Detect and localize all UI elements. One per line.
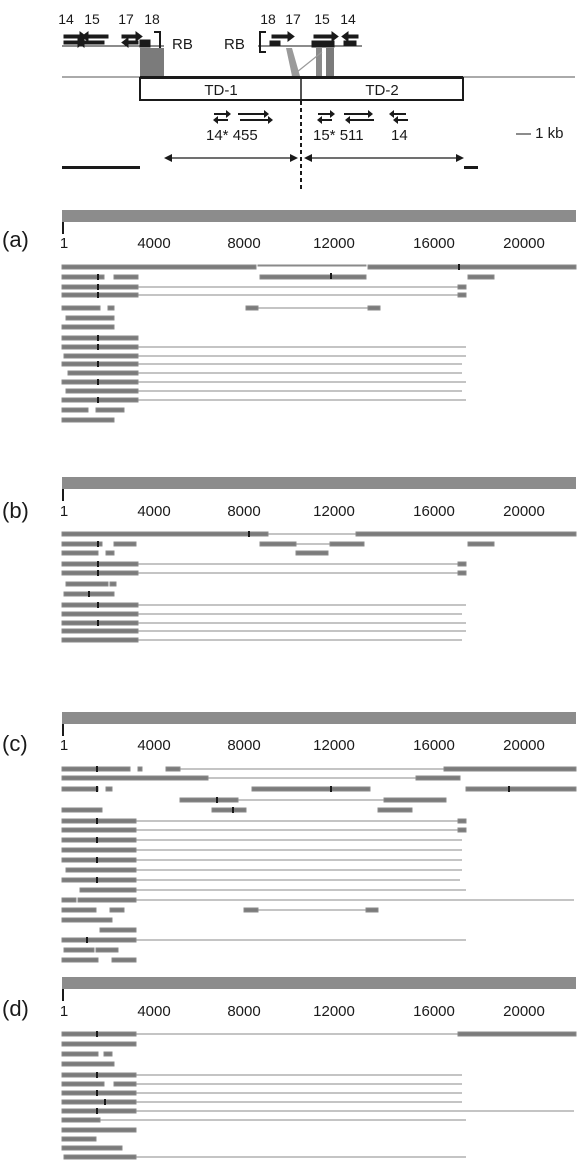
reference-bar	[62, 712, 576, 724]
td1-label: TD-1	[204, 82, 237, 99]
read-alignments	[61, 264, 577, 423]
span-arrow-left	[164, 154, 298, 162]
tick-mark-1	[62, 222, 64, 234]
junction-block-mid-a	[286, 48, 300, 76]
reference-bar	[62, 977, 576, 989]
tick-label: 12000	[313, 235, 355, 252]
panel-d: (d) 1 4000 8000 12000 16000 20000	[2, 977, 577, 1160]
tick-label: 4000	[137, 737, 170, 754]
primer-label-15-right: 15	[314, 11, 330, 27]
tick-label: 1	[60, 503, 68, 520]
tick-label: 4000	[137, 1003, 170, 1020]
tick-label: 4000	[137, 503, 170, 520]
tick-label: 1	[60, 235, 68, 252]
tick-label: 16000	[413, 737, 455, 754]
tick-mark-1	[62, 489, 64, 501]
lower-label-right: 15* 511	[313, 127, 364, 144]
read-tick-marks	[86, 264, 510, 1114]
tick-label: 16000	[413, 1003, 455, 1020]
junction-block-left	[140, 48, 164, 76]
primer-label-17-right: 17	[285, 11, 301, 27]
span-arrow-right	[304, 154, 464, 162]
tick-label: 20000	[503, 737, 545, 754]
panel-label: (a)	[2, 227, 29, 252]
flank-bar-left	[62, 166, 140, 169]
panel-c: (c) 1 4000 8000 12000 16000 20000	[2, 712, 577, 963]
reference-bar	[62, 210, 576, 222]
td-top-edge	[140, 76, 463, 79]
rb-label-right: RB	[224, 36, 245, 53]
tick-label: 16000	[413, 235, 455, 252]
tick-label: 12000	[313, 1003, 355, 1020]
primer-arrows-right	[269, 31, 359, 48]
scale-label: — 1 kb	[516, 125, 564, 142]
tick-label: 12000	[313, 737, 355, 754]
primer-label-17-left: 17	[118, 11, 134, 27]
read-alignments	[61, 766, 577, 963]
tick-label: 8000	[227, 1003, 260, 1020]
tick-label: 8000	[227, 737, 260, 754]
primer-label-14-left: 14	[58, 11, 74, 27]
tick-label: 20000	[503, 1003, 545, 1020]
tick-label: 1	[60, 737, 68, 754]
junction-link	[291, 51, 323, 77]
read-alignments	[61, 531, 577, 643]
read-alignments	[61, 1031, 577, 1160]
rb-bracket-right	[259, 31, 266, 53]
tick-mark-1	[62, 724, 64, 736]
panel-label: (d)	[2, 996, 29, 1021]
junction-block-right	[326, 48, 334, 76]
tick-label: 20000	[503, 235, 545, 252]
lower-label-left: 14* 455	[206, 127, 258, 144]
primer-label-14-right: 14	[340, 11, 356, 27]
td2-label: TD-2	[365, 82, 398, 99]
junction-block-mid-b	[316, 48, 322, 76]
flank-bar-right	[464, 166, 478, 169]
panel-label: (c)	[2, 731, 28, 756]
tick-label: 4000	[137, 235, 170, 252]
tick-label: 12000	[313, 503, 355, 520]
panel-a: (a) 1 4000 8000 12000 16000 20000	[2, 210, 577, 423]
primer-label-15-left: 15	[84, 11, 100, 27]
rb-label-left: RB	[172, 36, 193, 53]
tick-label: 8000	[227, 503, 260, 520]
panel-b: (b) 1 4000 8000 12000 16000 20000	[2, 477, 577, 643]
primer-label-18-right: 18	[260, 11, 276, 27]
tick-label: 20000	[503, 503, 545, 520]
tick-mark-1	[62, 989, 64, 1001]
read-gap	[257, 264, 367, 267]
primer-arrows-lower	[213, 110, 408, 124]
tick-label: 1	[60, 1003, 68, 1020]
read-segment	[61, 264, 257, 270]
tick-label: 16000	[413, 503, 455, 520]
read-segment	[367, 264, 577, 270]
reference-bar	[62, 477, 576, 489]
lower-label-right-2: 14	[391, 127, 408, 144]
panel-label: (b)	[2, 498, 29, 523]
primer-arrows-left	[63, 31, 151, 48]
tick-label: 8000	[227, 235, 260, 252]
rb-bracket-left	[154, 31, 161, 52]
schematic: 14 15 17 18 18 17 15 14 RB RB	[58, 11, 575, 190]
primer-label-18-left: 18	[144, 11, 160, 27]
